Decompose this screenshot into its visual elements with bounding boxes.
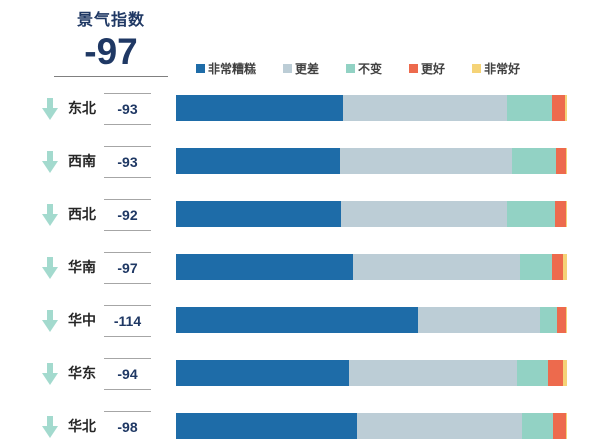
legend-item-very-good: 非常好	[472, 60, 520, 77]
bar-segment-very-good	[565, 95, 567, 121]
region-index-value: -93	[104, 146, 151, 178]
region-index-value: -97	[104, 252, 151, 284]
bar-segment-no-change	[520, 254, 553, 280]
bar-segment-no-change	[511, 148, 557, 174]
stacked-bar	[176, 413, 567, 439]
bar-segment-worse	[353, 254, 521, 280]
bar-segment-very-good	[566, 201, 567, 227]
stacked-bar	[176, 95, 567, 121]
bar-segment-very-bad	[176, 201, 341, 227]
down-arrow-icon	[42, 97, 58, 121]
down-arrow-icon	[42, 362, 58, 386]
stacked-bar	[176, 148, 567, 174]
legend-label: 更差	[295, 62, 320, 76]
legend-item-no-change: 不变	[346, 60, 382, 77]
region-index-value: -93	[104, 93, 151, 125]
bar-segment-very-good	[562, 360, 567, 386]
bar-segment-better	[552, 254, 564, 280]
bar-segment-no-change	[507, 201, 556, 227]
bar-segment-worse	[341, 201, 508, 227]
bar-segment-very-bad	[176, 360, 349, 386]
legend-item-very-bad: 非常糟糕	[196, 60, 256, 77]
region-label: 西北	[68, 206, 96, 222]
bar-segment-very-bad	[176, 148, 340, 174]
bar-segment-very-good	[563, 254, 567, 280]
stacked-bar	[176, 360, 567, 386]
bar-segment-very-bad	[176, 95, 343, 121]
bar-segment-better	[547, 360, 563, 386]
region-row: 华南 -97	[0, 252, 600, 307]
region-row: 华北 -98	[0, 411, 600, 440]
region-index-value: -114	[104, 305, 151, 337]
bar-segment-better	[551, 95, 566, 121]
bar-segment-no-change	[506, 95, 552, 121]
legend-swatch-icon	[346, 64, 356, 73]
page-title: 景气指数	[76, 12, 145, 29]
region-label: 华北	[68, 418, 96, 434]
legend-label: 更好	[421, 62, 446, 76]
legend-swatch-icon	[409, 64, 419, 73]
legend-swatch-icon	[283, 64, 293, 73]
region-label: 西南	[68, 153, 96, 169]
down-arrow-icon	[42, 150, 58, 174]
legend-label: 非常好	[484, 62, 521, 76]
region-row: 东北 -93	[0, 93, 600, 148]
bar-segment-worse	[348, 360, 517, 386]
region-bar-list: 东北 -93 西南 -93 西北 -92 华南 -97 华中 -114 华东 -94 华北 -98	[0, 93, 600, 440]
legend-swatch-icon	[472, 64, 482, 73]
stacked-bar	[176, 307, 567, 333]
kpi-divider	[54, 75, 168, 77]
region-label: 华东	[68, 365, 96, 381]
region-index-value: -94	[104, 358, 151, 390]
bar-segment-worse	[418, 307, 540, 333]
bar-segment-worse	[342, 95, 507, 121]
region-row: 西北 -92	[0, 199, 600, 254]
legend-item-worse: 更差	[283, 60, 319, 77]
legend-swatch-icon	[196, 64, 205, 73]
region-row: 华东 -94	[0, 358, 600, 413]
bar-segment-better	[555, 201, 567, 227]
bar-segment-no-change	[522, 413, 553, 439]
region-label: 华中	[68, 312, 96, 328]
bar-segment-very-bad	[176, 307, 419, 333]
legend-label: 不变	[358, 62, 383, 76]
region-row: 华中 -114	[0, 305, 600, 360]
stacked-bar	[176, 254, 567, 280]
region-row: 西南 -93	[0, 146, 600, 201]
overall-index-value: -97	[84, 31, 138, 72]
bar-segment-very-bad	[176, 413, 358, 439]
region-label: 华南	[68, 259, 96, 275]
stacked-bar	[176, 201, 567, 227]
bar-segment-no-change	[516, 360, 548, 386]
down-arrow-icon	[42, 256, 58, 280]
legend-item-better: 更好	[409, 60, 445, 77]
bar-segment-worse	[357, 413, 523, 439]
kpi-block: 景气指数 -97	[40, 6, 182, 77]
bar-segment-very-good	[566, 148, 567, 174]
bar-segment-worse	[339, 148, 512, 174]
down-arrow-icon	[42, 203, 58, 227]
down-arrow-icon	[42, 309, 58, 333]
bar-segment-better	[552, 413, 566, 439]
region-label: 东北	[68, 100, 96, 116]
legend-label: 非常糟糕	[208, 62, 257, 76]
bar-segment-better	[556, 148, 567, 174]
down-arrow-icon	[42, 415, 58, 439]
bar-segment-very-bad	[176, 254, 354, 280]
bar-segment-very-good	[566, 307, 567, 333]
region-index-value: -98	[104, 411, 151, 440]
bar-segment-very-good	[565, 413, 567, 439]
bar-segment-no-change	[540, 307, 557, 333]
region-index-value: -92	[104, 199, 151, 231]
bar-segment-better	[556, 307, 567, 333]
legend: 非常糟糕 更差 不变 更好 非常好	[196, 60, 520, 77]
